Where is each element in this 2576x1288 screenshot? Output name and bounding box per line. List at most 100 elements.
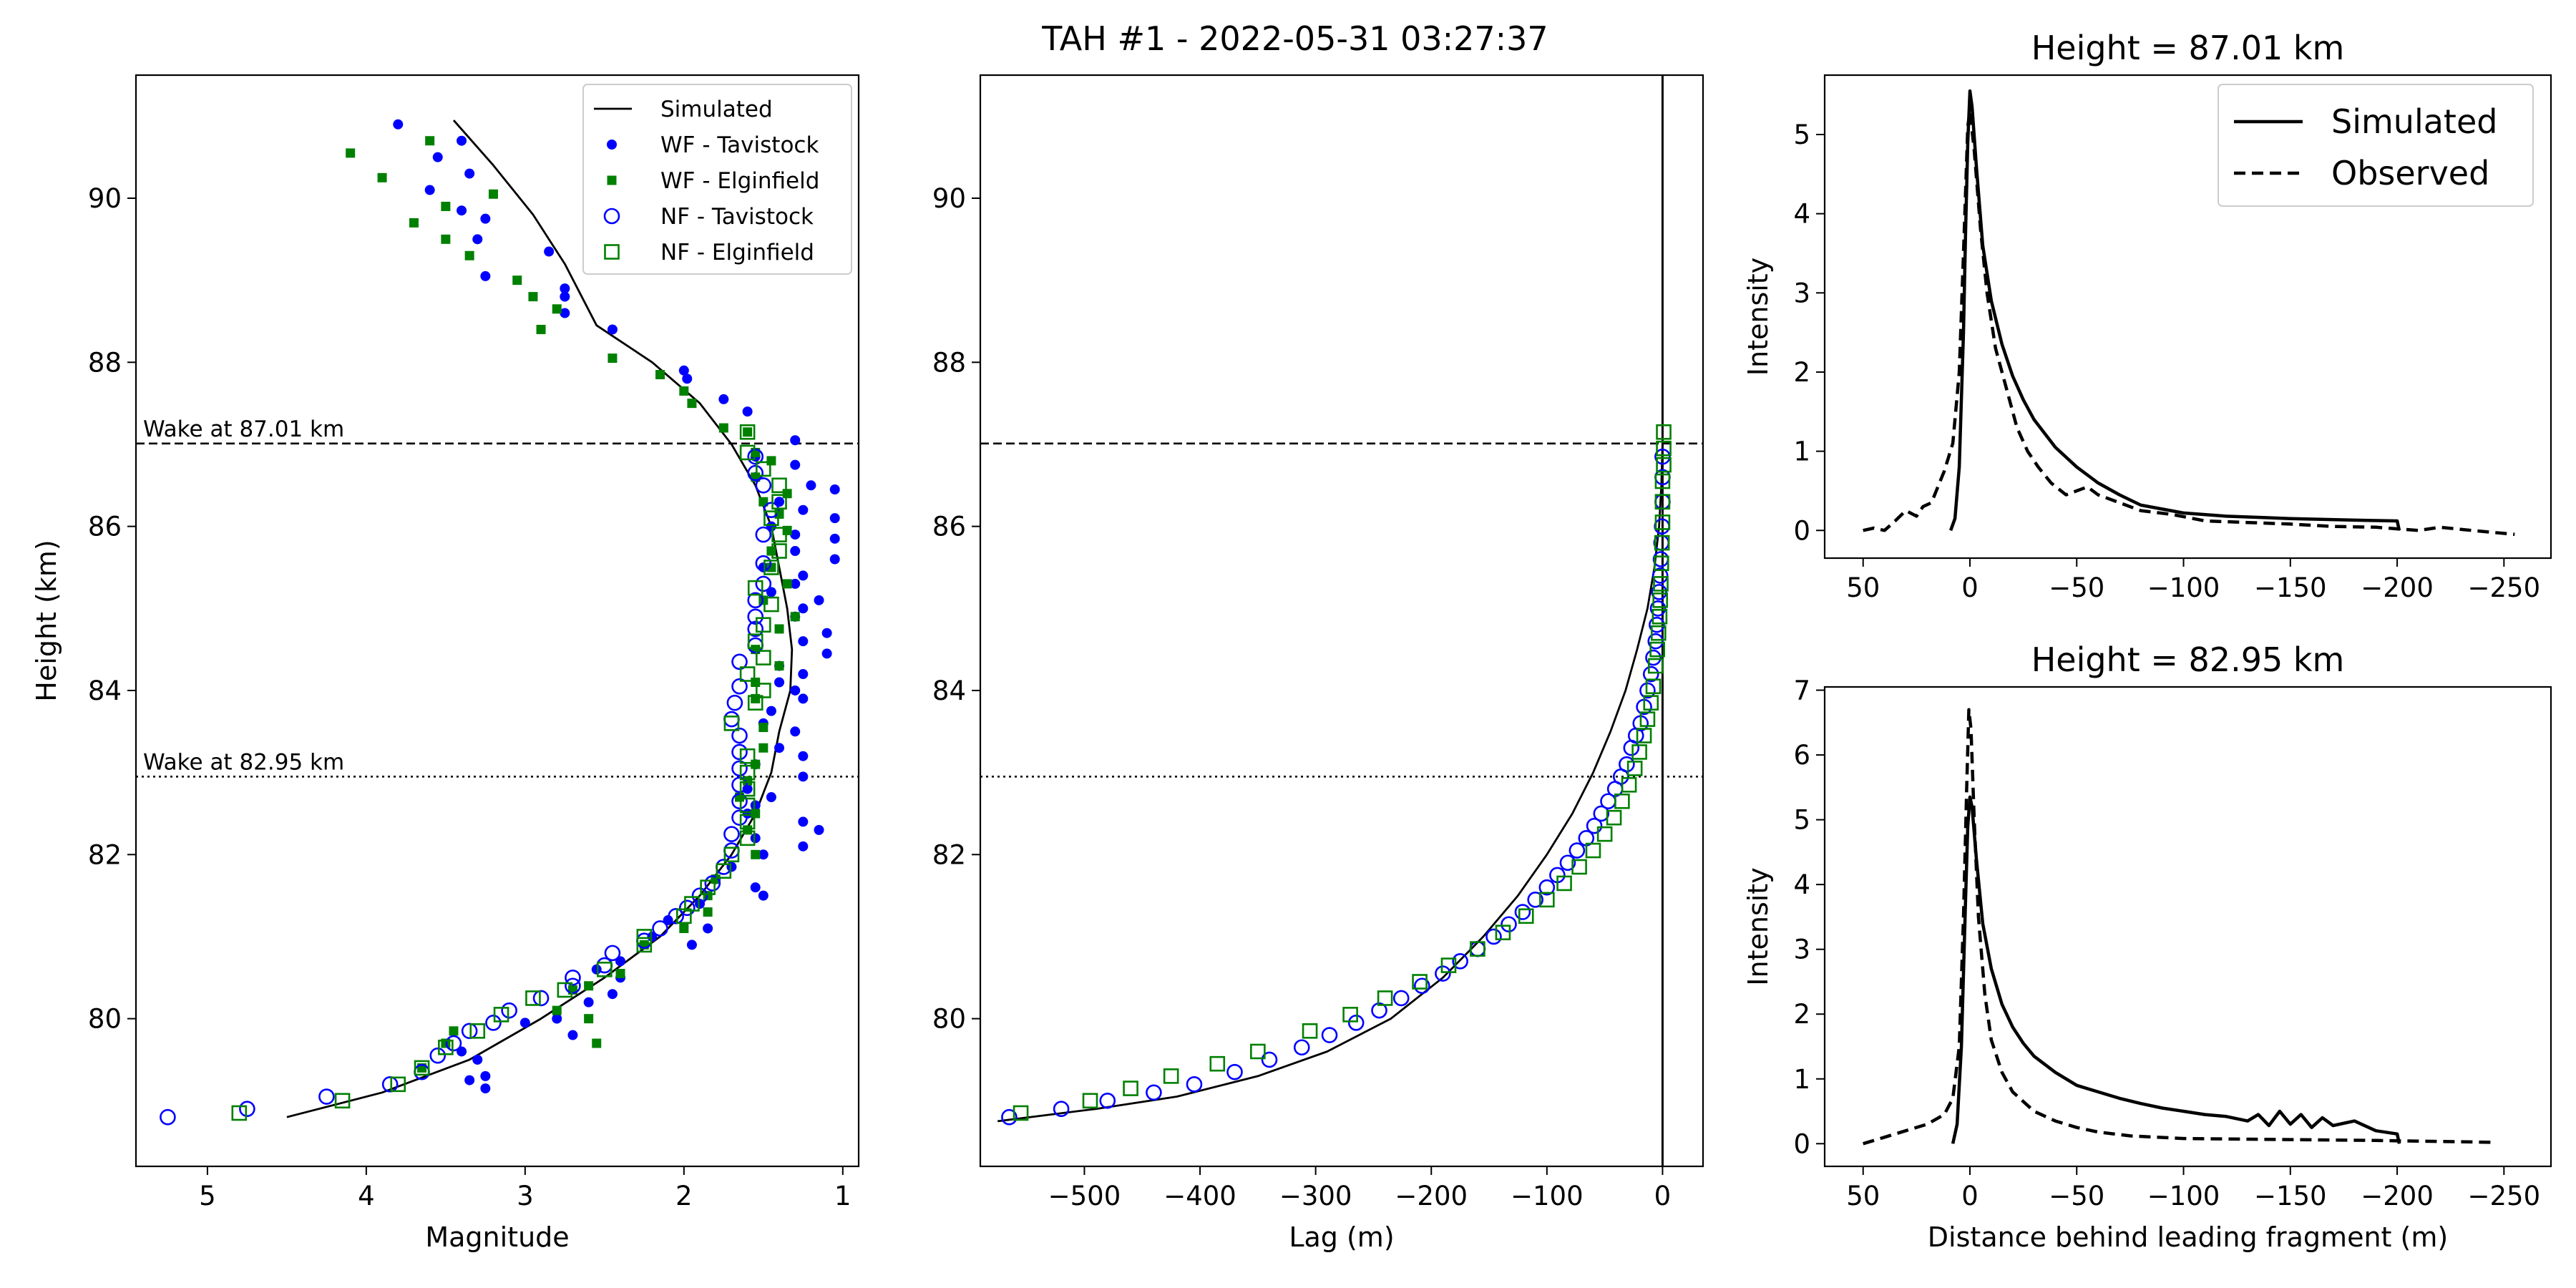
lag-height-panel: −500 −400 −300 −200 −100 0 80 82 84 86 88 90 Lag (m) <box>932 74 1704 1253</box>
legend-label: Simulated <box>660 97 773 122</box>
nf-elginfield-point <box>493 1007 509 1023</box>
wf-elginfield-point <box>687 399 697 409</box>
nf-elginfield-point <box>1656 424 1672 440</box>
nf-elginfield-point <box>1209 1055 1226 1072</box>
nf-tavistock-point <box>429 1047 447 1064</box>
x-tick-label: 2 <box>675 1181 693 1211</box>
wf-tavistock-point <box>424 185 435 195</box>
nf-elginfield-point <box>1585 842 1601 859</box>
wf-elginfield-point <box>751 759 761 769</box>
axes-frame <box>979 74 1704 1168</box>
wf-tavistock-point <box>393 119 404 130</box>
y-tick-label: 1 <box>1793 436 1810 467</box>
nf-elginfield-point <box>1643 695 1659 711</box>
wf-elginfield-point <box>655 370 665 380</box>
x-tick-label: −50 <box>2049 572 2104 603</box>
nf-elginfield-point <box>1652 608 1668 625</box>
nf-elginfield-point <box>739 797 756 814</box>
nf-tavistock-point <box>1647 633 1664 650</box>
nf-tavistock-point <box>747 464 764 482</box>
y-tick-label: 88 <box>932 347 966 378</box>
nf-elginfield-point <box>723 847 740 863</box>
wake-profile-87km-panel: 50 0 −50 −100 −150 −200 −250 0 1 2 3 4 5 Intensity Hei… <box>1742 29 2552 603</box>
x-tick-label: −100 <box>2147 1181 2220 1211</box>
simulated-curve <box>286 119 794 1118</box>
nf-tavistock-point <box>747 608 764 625</box>
nf-elginfield-point <box>231 1105 248 1121</box>
nf-tavistock-point <box>763 502 780 519</box>
y-tick-label: 82 <box>932 839 966 870</box>
nf-tavistock-point <box>501 1002 517 1019</box>
wf-elginfield-point <box>703 907 713 917</box>
y-tick-label: 80 <box>932 1004 966 1035</box>
nf-tavistock-point <box>1226 1063 1243 1080</box>
wf-elginfield-point <box>743 825 753 835</box>
simulated-curve <box>997 444 1664 1123</box>
x-tick-label: −200 <box>2361 572 2434 603</box>
nf-elginfield-point <box>1636 728 1652 743</box>
nf-tavistock-point <box>1485 928 1502 945</box>
nf-elginfield-point <box>739 424 756 440</box>
nf-elginfield-point <box>723 716 740 731</box>
legend-open-square-swatch <box>604 244 620 260</box>
nf-tavistock-point <box>1452 953 1468 970</box>
nf-elginfield-point <box>636 929 653 945</box>
y-tick-label: 80 <box>88 1004 122 1035</box>
wf-elginfield-point <box>584 981 594 991</box>
legend-box <box>2218 84 2534 207</box>
wf-tavistock-point <box>742 808 753 819</box>
wf-tavistock-point <box>552 1013 562 1024</box>
nf-tavistock-point <box>565 977 581 995</box>
nf-tavistock-point <box>747 592 764 609</box>
y-tick-label: 90 <box>932 183 966 214</box>
nf-elginfield-point <box>684 896 700 912</box>
y-axis-label: Intensity <box>1742 867 1774 985</box>
nf-elginfield-point <box>747 580 763 596</box>
nf-tavistock-point <box>747 620 764 638</box>
nf-tavistock-point <box>668 907 685 924</box>
x-tick-label: −300 <box>1279 1181 1352 1211</box>
wf-tavistock-point <box>790 578 801 589</box>
wf-tavistock-point <box>798 771 809 782</box>
nf-tavistock-point <box>731 743 748 761</box>
wf-tavistock-point <box>695 899 706 909</box>
wf-elginfield-point <box>758 743 769 753</box>
nf-tavistock-point <box>1371 1002 1387 1019</box>
wf-tavistock-point <box>814 595 824 605</box>
nf-tavistock-point <box>731 809 748 826</box>
nf-tavistock-point <box>1514 904 1531 920</box>
nf-tavistock-point <box>652 920 668 937</box>
nf-tavistock-point <box>160 1108 176 1126</box>
nf-tavistock-point <box>1501 916 1517 933</box>
wf-tavistock-point <box>829 533 840 544</box>
nf-elginfield-point <box>763 560 779 575</box>
plot-area <box>136 119 859 1126</box>
nf-elginfield-point <box>747 633 763 649</box>
nf-elginfield-point <box>1163 1068 1179 1084</box>
nf-tavistock-point <box>1435 965 1451 982</box>
wf-elginfield-point <box>536 324 546 334</box>
nf-elginfield-point <box>739 748 756 764</box>
nf-elginfield-point <box>676 908 692 924</box>
legend-dot-swatch <box>607 140 617 150</box>
wf-tavistock-point <box>480 213 491 224</box>
y-tick-label: 2 <box>1793 999 1810 1030</box>
wf-elginfield-point <box>592 1038 602 1048</box>
x-axis-label: Lag (m) <box>1289 1221 1394 1253</box>
nf-elginfield-point <box>771 527 787 542</box>
nf-elginfield-point <box>756 650 771 665</box>
nf-elginfield-point <box>756 461 771 477</box>
legend-label: WF - Elginfield <box>660 168 819 194</box>
nf-tavistock-point <box>726 694 743 711</box>
wf-tavistock-point <box>829 554 840 565</box>
y-tick-label: 4 <box>1793 869 1810 900</box>
nf-elginfield-point <box>1440 957 1457 973</box>
nf-tavistock-point <box>485 1015 502 1031</box>
panel-title: Height = 87.01 km <box>2031 29 2345 67</box>
y-axis-label: Height (km) <box>31 540 62 701</box>
nf-tavistock-point <box>1645 649 1662 666</box>
wf-tavistock-point <box>790 726 801 737</box>
nf-elginfield-point <box>756 617 771 633</box>
wf-tavistock-point <box>798 636 809 647</box>
